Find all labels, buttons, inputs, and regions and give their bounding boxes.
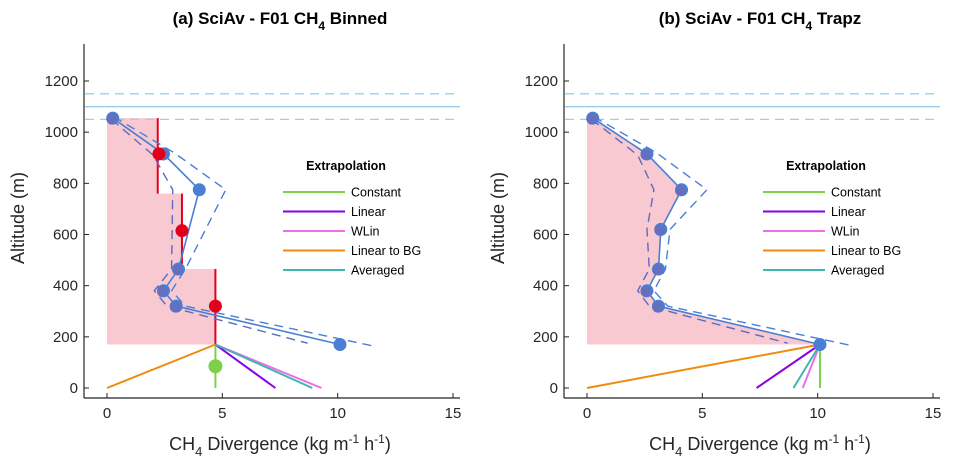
panel-b-y-tick-label: 400 [533, 278, 558, 295]
panel-a-legend-entry: Linear to BG [351, 244, 421, 258]
panel-a-profile-point-overlap [157, 286, 169, 298]
panel-a-extrapolation-averaged [215, 343, 313, 389]
panel-a-profile-point [333, 338, 347, 352]
panel-a-profile-point-overlap [172, 264, 184, 276]
panel-a-bin-fill [107, 193, 182, 270]
panel-b-x-tick-label: 15 [925, 405, 942, 422]
panel-b-plot-area: 0 200 400 600 800 1000 1200 0 5 10 15 Extrapolation… [525, 44, 942, 422]
panel-a: (a) SciAv - F01 CH4 Binned 0 200 400 600 800… [8, 9, 461, 459]
panel-a-constant-point [208, 359, 223, 374]
panel-b-title: (b) SciAv - F01 CH4 Trapz [659, 9, 862, 33]
panel-b: (b) SciAv - F01 CH4 Trapz 0 200 400 600 800 1… [488, 9, 941, 459]
panel-a-x-tick-label: 5 [218, 405, 226, 422]
panel-a-extrapolation-linear-to-bg [106, 343, 216, 389]
panel-b-profile-point-overlap [652, 264, 664, 276]
panel-b-x-axis-label: CH4 Divergence (kg m-1 h-1) [649, 432, 871, 459]
panel-b-legend-entry: Averaged [831, 264, 884, 278]
panel-b-y-tick-label: 1000 [525, 124, 558, 141]
panel-b-y-tick-label: 1200 [525, 73, 558, 90]
panel-b-y-tick-label: 0 [550, 380, 558, 397]
panel-a-y-tick-label: 400 [53, 278, 78, 295]
panel-b-legend-entry: Linear [831, 205, 866, 219]
panel-a-x-tick-label: 15 [445, 405, 462, 422]
panel-b-y-tick-label: 200 [533, 329, 558, 346]
panel-b-x-tick-label: 5 [698, 405, 706, 422]
panel-b-extrapolation-averaged [792, 343, 821, 389]
panel-a-y-tick-label: 1000 [45, 124, 78, 141]
panel-b-y-tick-label: 600 [533, 227, 558, 244]
panel-a-x-tick-label: 10 [329, 405, 346, 422]
panel-a-y-tick-label: 0 [70, 380, 78, 397]
panel-a-plot-area: 0 200 400 600 800 1000 1200 0 5 10 15 Extrapolation… [45, 44, 462, 422]
panel-b-profile-point-overlap [640, 286, 652, 298]
panel-a-title: (a) SciAv - F01 CH4 Binned [173, 9, 388, 33]
panel-a-x-axis-label: CH4 Divergence (kg m-1 h-1) [169, 432, 391, 459]
panel-b-legend-entry: Constant [831, 186, 882, 200]
panel-a-profile-point-overlap [169, 301, 181, 313]
panel-b-x-tick-label: 0 [583, 405, 591, 422]
panel-b-legend-entry: WLin [831, 225, 860, 239]
panel-a-y-tick-label: 600 [53, 227, 78, 244]
panel-b-profile-point [813, 338, 827, 352]
panel-b-profile-point-overlap [654, 224, 666, 236]
panel-a-binned-point [208, 299, 222, 313]
panel-a-legend-entry: Linear [351, 205, 386, 219]
panel-a-profile-point [192, 183, 206, 197]
panel-b-profile-point-overlap [652, 301, 664, 313]
panel-a-bin-fill [107, 269, 216, 345]
panel-b-profile-point-overlap [675, 185, 687, 197]
panel-b-legend-title: Extrapolation [786, 159, 866, 173]
panel-a-profile-lower-bound [111, 118, 308, 344]
panel-b-y-axis-label: Altitude (m) [488, 172, 508, 264]
panel-b-extrapolation-linear-to-bg [586, 343, 821, 389]
panel-a-legend-entry: WLin [351, 225, 380, 239]
panel-b-profile-point-overlap [640, 149, 652, 161]
panel-a-legend-title: Extrapolation [306, 159, 386, 173]
panel-a-y-axis-label: Altitude (m) [8, 172, 28, 264]
panel-b-legend-entry: Linear to BG [831, 244, 901, 258]
panel-a-x-tick-label: 0 [103, 405, 111, 422]
panel-b-profile-point-overlap [586, 113, 598, 125]
panel-a-y-tick-label: 800 [53, 175, 78, 192]
panel-a-binned-point [175, 224, 189, 238]
panel-a-legend-entry: Averaged [351, 264, 404, 278]
panel-a-profile-point-overlap [106, 113, 118, 125]
panel-b-profile-upper-bound [593, 116, 853, 347]
panel-b-y-tick-label: 800 [533, 175, 558, 192]
panel-a-extrapolation-linear [214, 343, 276, 389]
panel-a-bin-fill [107, 118, 158, 194]
panel-a-y-tick-label: 1200 [45, 73, 78, 90]
panel-a-binned-point [152, 147, 166, 161]
panel-b-profile-lower-bound [591, 118, 788, 344]
panel-b-x-tick-label: 10 [809, 405, 826, 422]
panel-a-legend-entry: Constant [351, 186, 402, 200]
panel-b-extrapolation-linear [755, 343, 821, 389]
panel-a-y-tick-label: 200 [53, 329, 78, 346]
panel-b-extrapolation-wlin [801, 344, 821, 389]
